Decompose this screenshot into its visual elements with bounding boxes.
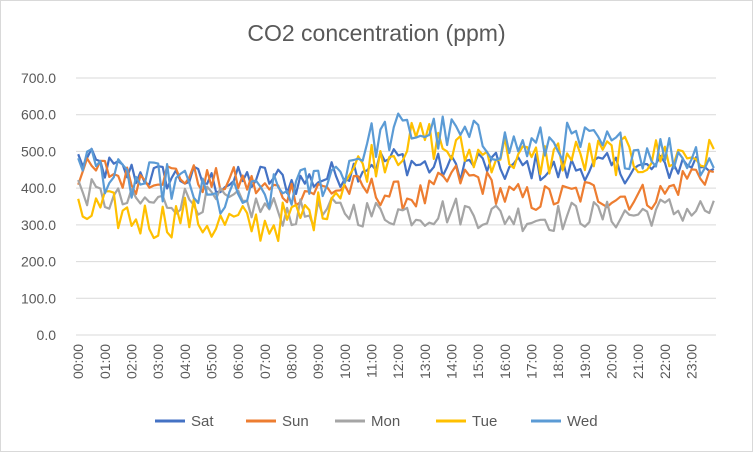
x-tick-label: 16:00 [497, 344, 513, 379]
x-tick-label: 20:00 [604, 344, 620, 379]
legend: Sat Sun Mon Tue Wed [155, 413, 598, 430]
x-tick-label: 07:00 [257, 344, 273, 379]
x-tick-label: 09:00 [310, 344, 326, 379]
y-tick-label: 100.0 [21, 290, 56, 306]
x-tick-label: 22:00 [657, 344, 673, 379]
x-tick-label: 14:00 [444, 344, 460, 379]
x-tick-label: 12:00 [390, 344, 406, 379]
y-tick-label: 200.0 [21, 254, 56, 270]
y-tick-label: 400.0 [21, 180, 56, 196]
x-tick-label: 19:00 [577, 344, 593, 379]
x-tick-label: 13:00 [417, 344, 433, 379]
y-tick-label: 0.0 [37, 327, 57, 343]
x-tick-label: 23:00 [684, 344, 700, 379]
legend-label-tue: Tue [472, 413, 497, 430]
legend-label-mon: Mon [371, 413, 400, 430]
x-tick-label: 06:00 [230, 344, 246, 379]
x-tick-label: 08:00 [284, 344, 300, 379]
y-tick-label: 600.0 [21, 107, 56, 123]
line-chart: 0.0 100.0 200.0 300.0 400.0 500.0 600.0 700.0 0… [0, 0, 753, 452]
x-tick-label: 05:00 [204, 344, 220, 379]
y-tick-label: 500.0 [21, 143, 56, 159]
y-tick-label: 300.0 [21, 217, 56, 233]
x-tick-label: 17:00 [524, 344, 540, 379]
x-tick-label: 04:00 [177, 344, 193, 379]
x-tick-label: 01:00 [97, 344, 113, 379]
legend-label-wed: Wed [567, 413, 598, 430]
series-lines [78, 114, 714, 241]
legend-label-sat: Sat [191, 413, 214, 430]
x-tick-label: 11:00 [364, 344, 380, 378]
gridlines [76, 78, 716, 335]
y-tick-label: 700.0 [21, 70, 56, 86]
x-tick-label: 21:00 [630, 344, 646, 379]
x-tick-label: 03:00 [150, 344, 166, 379]
x-tick-label: 15:00 [470, 344, 486, 379]
x-tick-label: 18:00 [550, 344, 566, 379]
x-tick-label: 02:00 [124, 344, 140, 379]
x-tick-label: 10:00 [337, 344, 353, 379]
legend-label-sun: Sun [282, 413, 309, 430]
y-axis-tick-labels: 0.0 100.0 200.0 300.0 400.0 500.0 600.0 700.0 [21, 70, 56, 343]
x-tick-label: 00:00 [70, 344, 86, 379]
x-axis-tick-labels: 00:00 01:00 02:00 03:00 04:00 05:00 06:00 07:00… [70, 344, 699, 379]
